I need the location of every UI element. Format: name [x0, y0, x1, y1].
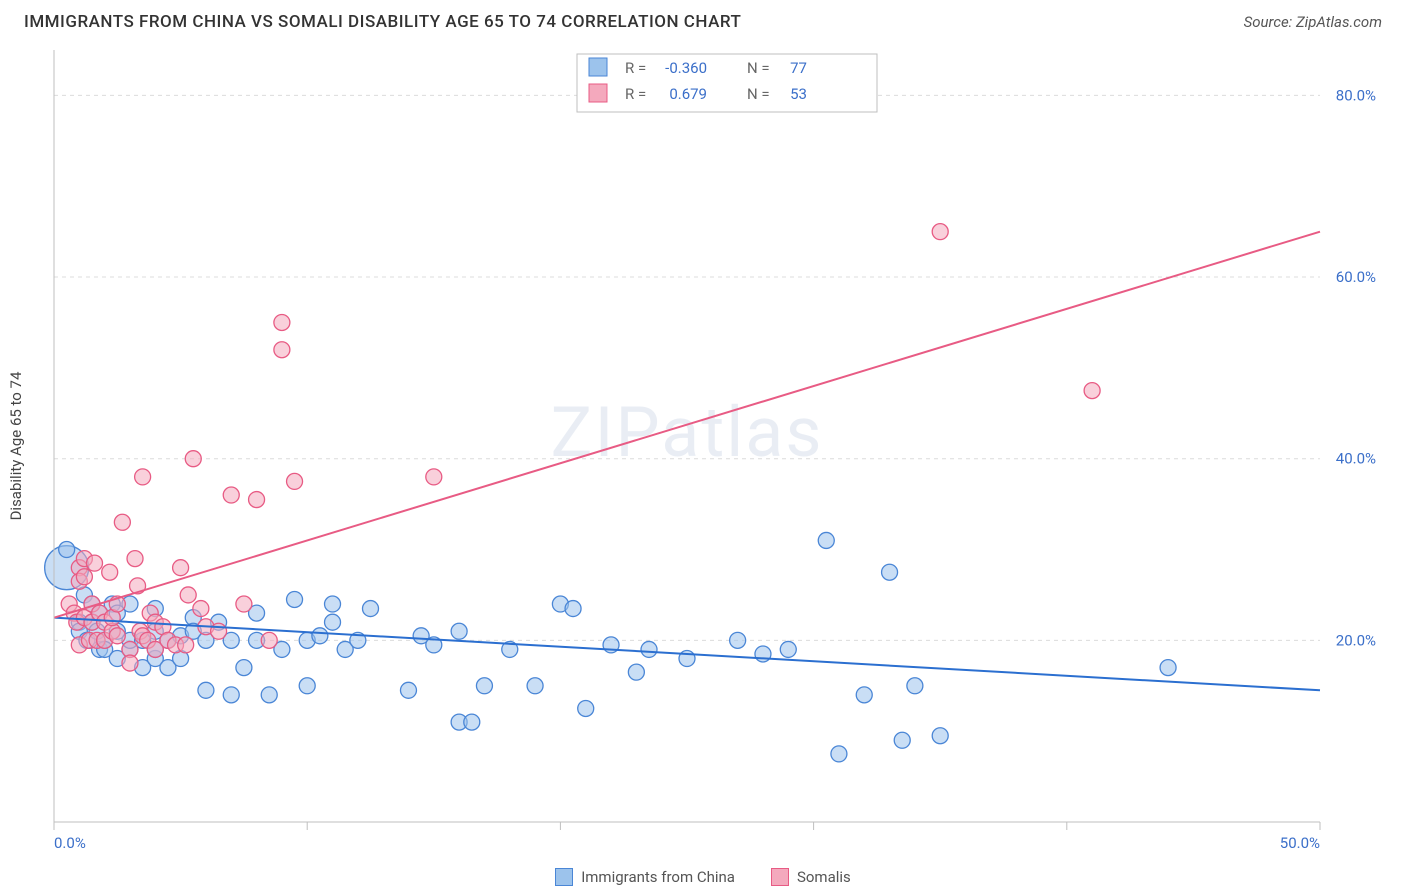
data-point: [856, 687, 872, 703]
y-tick-label: 60.0%: [1336, 268, 1376, 286]
data-point: [907, 678, 923, 694]
data-point: [894, 732, 910, 748]
data-point: [87, 555, 103, 571]
data-point: [76, 569, 92, 585]
data-point: [193, 601, 209, 617]
data-point: [59, 542, 75, 558]
stats-r-value: 0.679: [669, 85, 707, 103]
data-point: [325, 596, 341, 612]
plot-area: ZIPatlas 0.0% 50.0% 20.0% 40.0% 60.0% 80.0% R =…: [44, 46, 1392, 856]
data-point: [198, 682, 214, 698]
data-point: [178, 637, 194, 653]
data-point: [400, 682, 416, 698]
data-point: [102, 564, 118, 580]
data-point: [476, 678, 492, 694]
source-attribution: Source: ZipAtlas.com: [1244, 13, 1382, 31]
bottom-legend: Immigrants from China Somalis: [0, 868, 1406, 886]
data-point: [122, 655, 138, 671]
data-point: [135, 469, 151, 485]
stats-box: R = -0.360 N = 77 R = 0.679 N = 53: [577, 54, 877, 112]
stats-r-value: -0.360: [665, 59, 707, 77]
data-point: [274, 342, 290, 358]
y-axis-label: Disability Age 65 to 74: [7, 372, 25, 521]
data-point: [299, 678, 315, 694]
data-point: [565, 601, 581, 617]
stats-n-label: N =: [747, 85, 770, 103]
y-tick-label: 20.0%: [1336, 631, 1376, 649]
stats-swatch: [589, 84, 607, 102]
x-tick-label: 0.0%: [54, 834, 86, 852]
stats-r-label: R =: [625, 85, 646, 103]
data-point: [1084, 383, 1100, 399]
data-point: [249, 492, 265, 508]
stats-swatch: [589, 58, 607, 76]
data-point: [180, 587, 196, 603]
data-point: [261, 632, 277, 648]
data-point: [325, 614, 341, 630]
y-tick-label: 40.0%: [1336, 450, 1376, 468]
data-point: [818, 532, 834, 548]
data-point: [114, 514, 130, 530]
legend-item: Immigrants from China: [555, 868, 735, 886]
x-tick-label: 50.0%: [1280, 834, 1320, 852]
data-point: [363, 601, 379, 617]
data-point: [882, 564, 898, 580]
legend-label: Somalis: [797, 868, 851, 886]
data-point: [932, 728, 948, 744]
data-point: [641, 641, 657, 657]
watermark: ZIPatlas: [551, 392, 824, 474]
data-point: [780, 641, 796, 657]
data-point: [211, 623, 227, 639]
data-point: [236, 660, 252, 676]
data-point: [1160, 660, 1176, 676]
legend-label: Immigrants from China: [581, 868, 735, 886]
data-point: [127, 551, 143, 567]
legend-swatch: [771, 868, 789, 886]
data-point: [236, 596, 252, 612]
data-point: [173, 560, 189, 576]
data-point: [730, 632, 746, 648]
trend-line: [54, 618, 1320, 691]
legend-item: Somalis: [771, 868, 851, 886]
chart-title: IMMIGRANTS FROM CHINA VS SOMALI DISABILI…: [24, 12, 741, 32]
stats-n-label: N =: [747, 59, 770, 77]
data-point: [527, 678, 543, 694]
data-point: [932, 224, 948, 240]
stats-box-bg: [577, 54, 877, 112]
data-point: [287, 473, 303, 489]
scatter-chart: ZIPatlas 0.0% 50.0% 20.0% 40.0% 60.0% 80.0% R =…: [44, 46, 1392, 856]
data-point: [464, 714, 480, 730]
data-point: [831, 746, 847, 762]
legend-swatch: [555, 868, 573, 886]
data-point: [261, 687, 277, 703]
data-point: [223, 687, 239, 703]
data-point: [312, 628, 328, 644]
stats-n-value: 77: [790, 59, 807, 77]
stats-r-label: R =: [625, 59, 646, 77]
stats-n-value: 53: [790, 85, 807, 103]
data-point: [578, 700, 594, 716]
trend-line: [54, 232, 1320, 618]
data-point: [223, 487, 239, 503]
data-point: [185, 451, 201, 467]
data-point: [451, 623, 467, 639]
data-point: [274, 314, 290, 330]
data-point: [109, 628, 125, 644]
data-point: [426, 469, 442, 485]
data-point: [628, 664, 644, 680]
data-point: [287, 591, 303, 607]
y-tick-label: 80.0%: [1336, 86, 1376, 104]
